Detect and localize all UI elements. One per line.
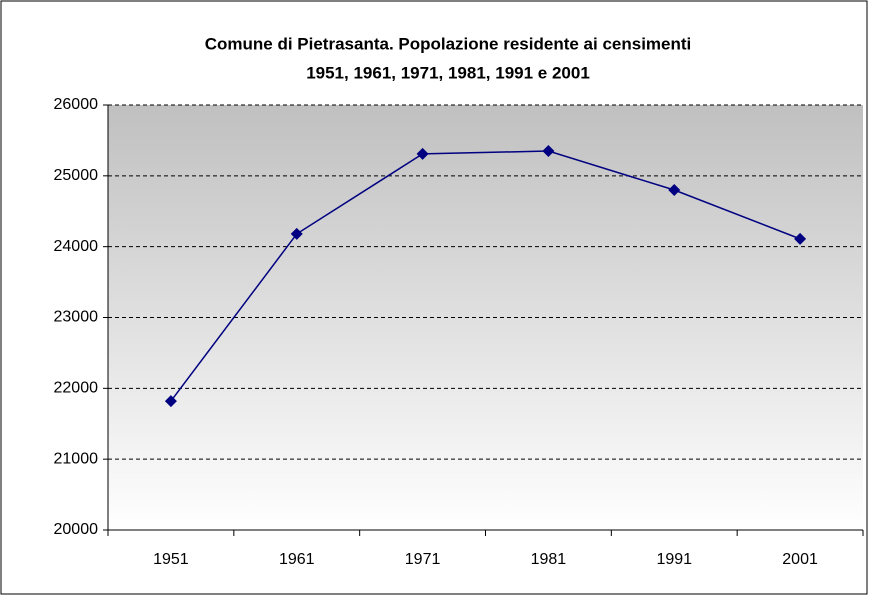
y-tick-label: 21000	[54, 450, 99, 467]
x-tick-label: 1951	[153, 551, 189, 568]
marker	[164, 395, 177, 408]
marker	[290, 227, 303, 240]
chart-title: Comune di Pietrasanta. Popolazione resid…	[205, 34, 692, 53]
marker	[668, 184, 681, 196]
x-tick-label: 1991	[656, 551, 692, 568]
y-tick-label: 24000	[54, 238, 99, 255]
y-tick-label: 26000	[54, 96, 99, 113]
marker	[416, 147, 429, 160]
y-tick-label: 20000	[54, 521, 99, 538]
x-tick-label: 1981	[531, 551, 567, 568]
line	[170, 150, 801, 402]
marker	[542, 145, 555, 158]
x-tick-label: 1971	[405, 551, 441, 568]
marker	[794, 232, 807, 245]
x-tick-label: 2001	[782, 551, 818, 568]
y-tick-label: 23000	[54, 309, 99, 326]
y-tick-label: 25000	[54, 167, 99, 184]
y-tick-label: 22000	[54, 380, 99, 397]
chart-title: 1951, 1961, 1971, 1981, 1991 e 2001	[306, 63, 590, 82]
x-tick-label: 1961	[279, 551, 315, 568]
